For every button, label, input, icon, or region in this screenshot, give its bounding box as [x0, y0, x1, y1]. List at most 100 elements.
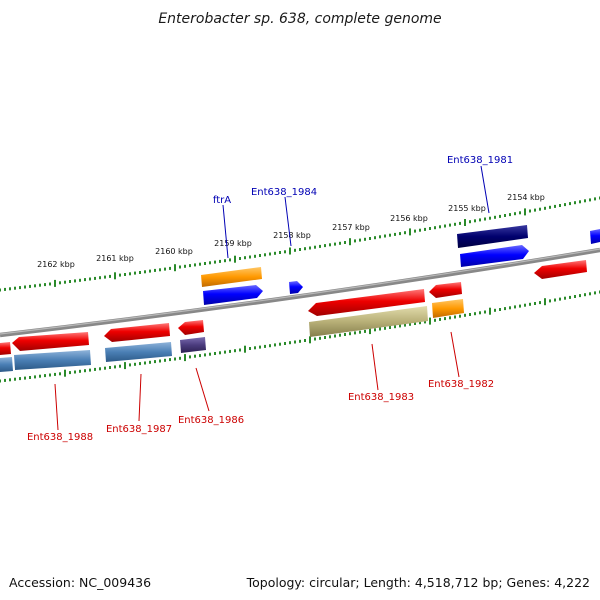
upper-ruler-minor-tick — [129, 272, 131, 276]
upper-ruler-major-tick — [234, 255, 236, 263]
upper-ruler-minor-tick — [264, 253, 266, 257]
lower-ruler-major-tick — [369, 327, 371, 335]
lower-ruler-minor-tick — [474, 312, 476, 316]
lower-ruler-minor-tick — [249, 347, 251, 350]
ruler-label-2159: 2159 kbp — [214, 239, 252, 248]
ruler-label-2161: 2161 kbp — [96, 254, 134, 263]
lower-ruler-minor-tick — [34, 375, 36, 379]
gene-ftra-arrow[interactable] — [203, 285, 263, 305]
upper-ruler-minor-tick — [169, 266, 171, 270]
gene-ent638-1988-steel[interactable] — [14, 350, 91, 370]
upper-ruler-minor-tick — [544, 206, 546, 210]
lower-ruler-minor-tick — [224, 350, 226, 354]
lower-ruler-minor-tick — [239, 348, 241, 352]
upper-ruler-minor-tick — [59, 281, 61, 285]
lower-ruler-major-tick — [489, 307, 491, 315]
lower-ruler-minor-tick — [334, 334, 336, 338]
gene-ent638-1986-red[interactable] — [178, 320, 204, 335]
upper-ruler-minor-tick — [364, 237, 366, 241]
label-leaders — [54, 165, 490, 431]
lower-ruler-minor-tick — [84, 369, 86, 373]
upper-ruler-minor-tick — [564, 203, 566, 207]
gene-ent638-1982-orange[interactable] — [432, 299, 464, 318]
lower-ruler-minor-tick — [349, 332, 351, 336]
upper-ruler-minor-tick — [29, 284, 31, 288]
leader-ent638-1981 — [480, 165, 490, 214]
upper-ruler-minor-tick — [39, 283, 41, 287]
gene-upper-right-red[interactable] — [534, 260, 587, 279]
lower-ruler-minor-tick — [169, 358, 171, 362]
lower-ruler-minor-tick — [39, 374, 41, 378]
gene-label-ent638-1981[interactable]: Ent638_1981 — [447, 155, 513, 166]
gene-label-ent638-1988[interactable]: Ent638_1988 — [27, 432, 93, 443]
leader-ent638-1983 — [371, 343, 379, 391]
gene-ent638-1987-steel[interactable] — [105, 342, 172, 362]
lower-ruler-minor-tick — [109, 366, 111, 369]
upper-ruler-minor-tick — [319, 244, 321, 248]
upper-ruler-minor-tick — [574, 201, 576, 205]
upper-ruler-minor-tick — [109, 274, 111, 278]
upper-ruler-minor-tick — [529, 209, 531, 213]
upper-ruler-minor-tick — [204, 262, 206, 265]
lower-ruler-minor-tick — [364, 329, 366, 333]
lower-ruler-minor-tick — [284, 342, 286, 345]
gene-ent638-1984-arrow[interactable] — [289, 281, 303, 294]
upper-ruler-minor-tick — [64, 280, 66, 284]
gene-ent638-1986-purple[interactable] — [180, 337, 206, 353]
lower-ruler-minor-tick — [314, 337, 316, 341]
gene-left-edge-steel[interactable] — [0, 357, 13, 372]
upper-ruler-minor-tick — [69, 280, 71, 283]
gene-left-edge-red[interactable] — [0, 342, 11, 355]
upper-ruler-minor-tick — [294, 248, 296, 252]
upper-ruler-minor-tick — [594, 197, 596, 201]
leader-ent638-1987 — [138, 373, 142, 422]
gene-label-ent638-1986[interactable]: Ent638_1986 — [178, 415, 244, 426]
lower-ruler-minor-tick — [554, 298, 556, 302]
gene-ent638-1987-red[interactable] — [104, 323, 170, 342]
lower-ruler-minor-tick — [479, 311, 481, 315]
lower-ruler-minor-tick — [114, 365, 116, 369]
gene-ent638-1982-red[interactable] — [429, 282, 462, 298]
lower-ruler-minor-tick — [94, 367, 96, 371]
gene-ent638-1980-arrow[interactable] — [460, 245, 529, 267]
gene-ent638-1988-red[interactable] — [12, 332, 89, 351]
upper-ruler-minor-tick — [44, 283, 46, 287]
upper-ruler-minor-tick — [164, 267, 166, 271]
lower-ruler-minor-tick — [324, 336, 326, 339]
upper-ruler-minor-tick — [384, 234, 386, 238]
ruler-label-2157: 2157 kbp — [332, 223, 370, 232]
lower-ruler-minor-tick — [4, 378, 6, 382]
lower-ruler-minor-tick — [279, 342, 281, 346]
lower-ruler-minor-tick — [289, 341, 291, 345]
upper-ruler-minor-tick — [504, 214, 506, 217]
gene-ent638-1983-olive[interactable] — [309, 306, 428, 337]
upper-ruler-minor-tick — [244, 256, 246, 260]
upper-ruler-minor-tick — [274, 251, 276, 255]
gene-label-ent638-1984[interactable]: Ent638_1984 — [251, 187, 317, 198]
ruler-label-2158: 2158 kbp — [273, 231, 311, 240]
lower-ruler-minor-tick — [104, 366, 106, 370]
lower-ruler-minor-tick — [129, 363, 131, 367]
lower-ruler-minor-tick — [319, 336, 321, 340]
gene-label-ftra[interactable]: ftrA — [213, 195, 231, 206]
lower-ruler-major-tick — [244, 345, 246, 353]
gene-partial-right-blue[interactable] — [590, 229, 600, 244]
lower-ruler-minor-tick — [569, 295, 571, 299]
lower-ruler-minor-tick — [139, 362, 141, 366]
lower-ruler-minor-tick — [304, 339, 306, 342]
upper-ruler-minor-tick — [139, 271, 141, 274]
gene-ftra-orange[interactable] — [201, 267, 262, 287]
lower-ruler-minor-tick — [529, 302, 531, 306]
gene-label-ent638-1982[interactable]: Ent638_1982 — [428, 379, 494, 390]
lower-ruler-minor-tick — [59, 372, 61, 376]
lower-ruler-minor-tick — [134, 362, 136, 366]
lower-ruler-minor-tick — [409, 322, 411, 326]
upper-ruler-major-tick — [409, 228, 411, 236]
gene-label-ent638-1983[interactable]: Ent638_1983 — [348, 392, 414, 403]
gene-ent638-1983-red[interactable] — [308, 289, 425, 316]
gene-label-ent638-1987[interactable]: Ent638_1987 — [106, 424, 172, 435]
lower-ruler-minor-tick — [399, 324, 401, 328]
gene-ent638-1981-bar[interactable] — [457, 225, 528, 248]
upper-ruler-minor-tick — [254, 254, 256, 258]
lower-ruler-minor-tick — [574, 295, 576, 298]
